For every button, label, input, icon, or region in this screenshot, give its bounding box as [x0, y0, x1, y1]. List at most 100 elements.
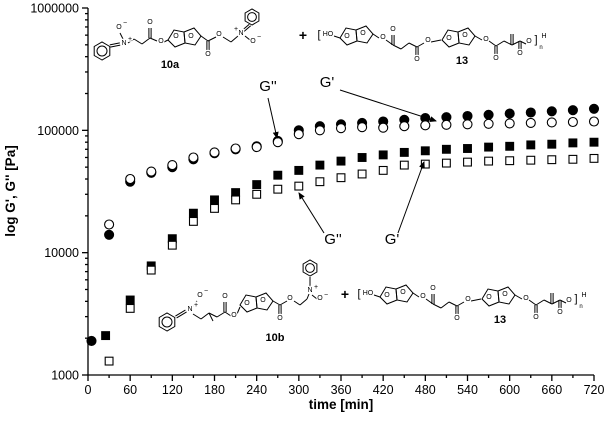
- bond: [163, 39, 169, 43]
- marker-open-square: [589, 153, 599, 163]
- atom-label: N: [307, 287, 312, 294]
- marker-open-circle: [167, 160, 178, 171]
- marker-filled-square: [210, 195, 219, 205]
- y-tick-label: 1000000: [30, 2, 79, 16]
- atom-label: −: [324, 292, 328, 299]
- atom-label: +: [314, 284, 318, 291]
- marker-open-circle: [335, 123, 347, 134]
- x-tick-label: 300: [288, 383, 309, 397]
- benzene-ring: [302, 259, 318, 277]
- marker-open-circle: [230, 143, 241, 154]
- atom-label: O: [188, 33, 194, 40]
- marker-filled-square: [526, 140, 536, 150]
- bond: [141, 37, 151, 45]
- atom-label: O: [287, 295, 293, 302]
- bond: [236, 306, 241, 315]
- atom-label: H: [541, 33, 546, 40]
- x-tick-label: 660: [541, 383, 562, 397]
- marker-open-square: [547, 155, 557, 165]
- bond: [127, 38, 135, 44]
- bond: [392, 44, 402, 50]
- marker-open-circle: [125, 173, 136, 185]
- marker-open-square: [463, 157, 472, 167]
- compound-number-label: 10b: [266, 332, 285, 344]
- marker-open-circle: [483, 118, 494, 129]
- marker-open-circle: [588, 116, 600, 127]
- atom-label: ]: [574, 293, 577, 305]
- marker-open-square: [104, 356, 114, 366]
- bond: [119, 32, 125, 42]
- atom-label: [: [317, 29, 320, 41]
- atom-label: −: [204, 288, 208, 295]
- bond: [535, 299, 545, 306]
- bond: [230, 35, 239, 43]
- marker-filled-square: [101, 331, 111, 341]
- axes: 0 60 120 180 240 300 360 420 480 540 600 660 720 1000…: [30, 2, 604, 398]
- atom-label: O: [493, 55, 499, 62]
- marker-open-square: [484, 156, 494, 166]
- plus-sign: +: [299, 27, 307, 43]
- plus-sign: +: [341, 286, 349, 302]
- marker-filled-circle: [567, 105, 578, 116]
- marker-filled-square: [378, 150, 388, 160]
- marker-filled-square: [441, 144, 451, 154]
- atom-label: O: [231, 312, 237, 319]
- benzene-ring: [244, 8, 260, 26]
- marker-open-square: [441, 158, 451, 168]
- marker-open-square: [210, 203, 219, 213]
- bond: [133, 38, 143, 45]
- bond: [440, 301, 450, 309]
- aromatic-circle: [305, 263, 315, 273]
- marker-open-circle: [293, 129, 304, 140]
- bond: [222, 36, 232, 43]
- marker-filled-square: [399, 147, 409, 157]
- atom-label: O: [523, 295, 529, 302]
- bond: [208, 312, 214, 322]
- marker-filled-square: [252, 180, 262, 190]
- atom-label: N: [238, 30, 243, 37]
- atom-label: O: [533, 314, 539, 321]
- atom-label: n: [539, 45, 542, 51]
- marker-open-square: [336, 173, 346, 183]
- marker-filled-square: [125, 295, 135, 305]
- marker-open-square: [167, 240, 177, 250]
- atom-label: O: [277, 315, 283, 322]
- aromatic-circle: [161, 316, 173, 328]
- bond: [474, 35, 483, 41]
- atom-label: O: [384, 292, 390, 299]
- bond: [191, 300, 198, 308]
- marker-open-square: [188, 216, 198, 226]
- atom-label: +: [128, 36, 132, 43]
- marker-filled-circle: [546, 106, 557, 117]
- bond: [293, 300, 301, 306]
- marker-filled-square: [273, 170, 283, 180]
- atom-label: H: [581, 292, 586, 299]
- bond: [412, 292, 420, 298]
- x-tick-label: 420: [373, 383, 394, 397]
- atom-label: O: [502, 291, 508, 298]
- marker-open-square: [378, 165, 388, 175]
- marker-open-square: [125, 303, 135, 313]
- annotation-label: G': [320, 74, 335, 91]
- atom-label: O: [446, 35, 452, 42]
- marker-filled-square: [420, 146, 430, 156]
- atom-label: O: [173, 33, 179, 40]
- x-tick-label: 540: [457, 383, 478, 397]
- compound-number-label: 13: [494, 314, 506, 326]
- marker-filled-square: [188, 208, 198, 218]
- marker-open-square: [526, 155, 536, 165]
- sugar-ring: [355, 25, 374, 44]
- atom-label: O: [222, 293, 228, 300]
- atom-label: O: [400, 289, 406, 296]
- atom-label: O: [425, 37, 431, 44]
- sugar-ring: [183, 27, 202, 46]
- marker-open-square: [273, 184, 283, 194]
- bond: [192, 313, 202, 320]
- benzene-ring: [93, 41, 111, 61]
- bond: [470, 298, 482, 302]
- bond: [430, 39, 442, 43]
- atom-label: O: [420, 293, 426, 300]
